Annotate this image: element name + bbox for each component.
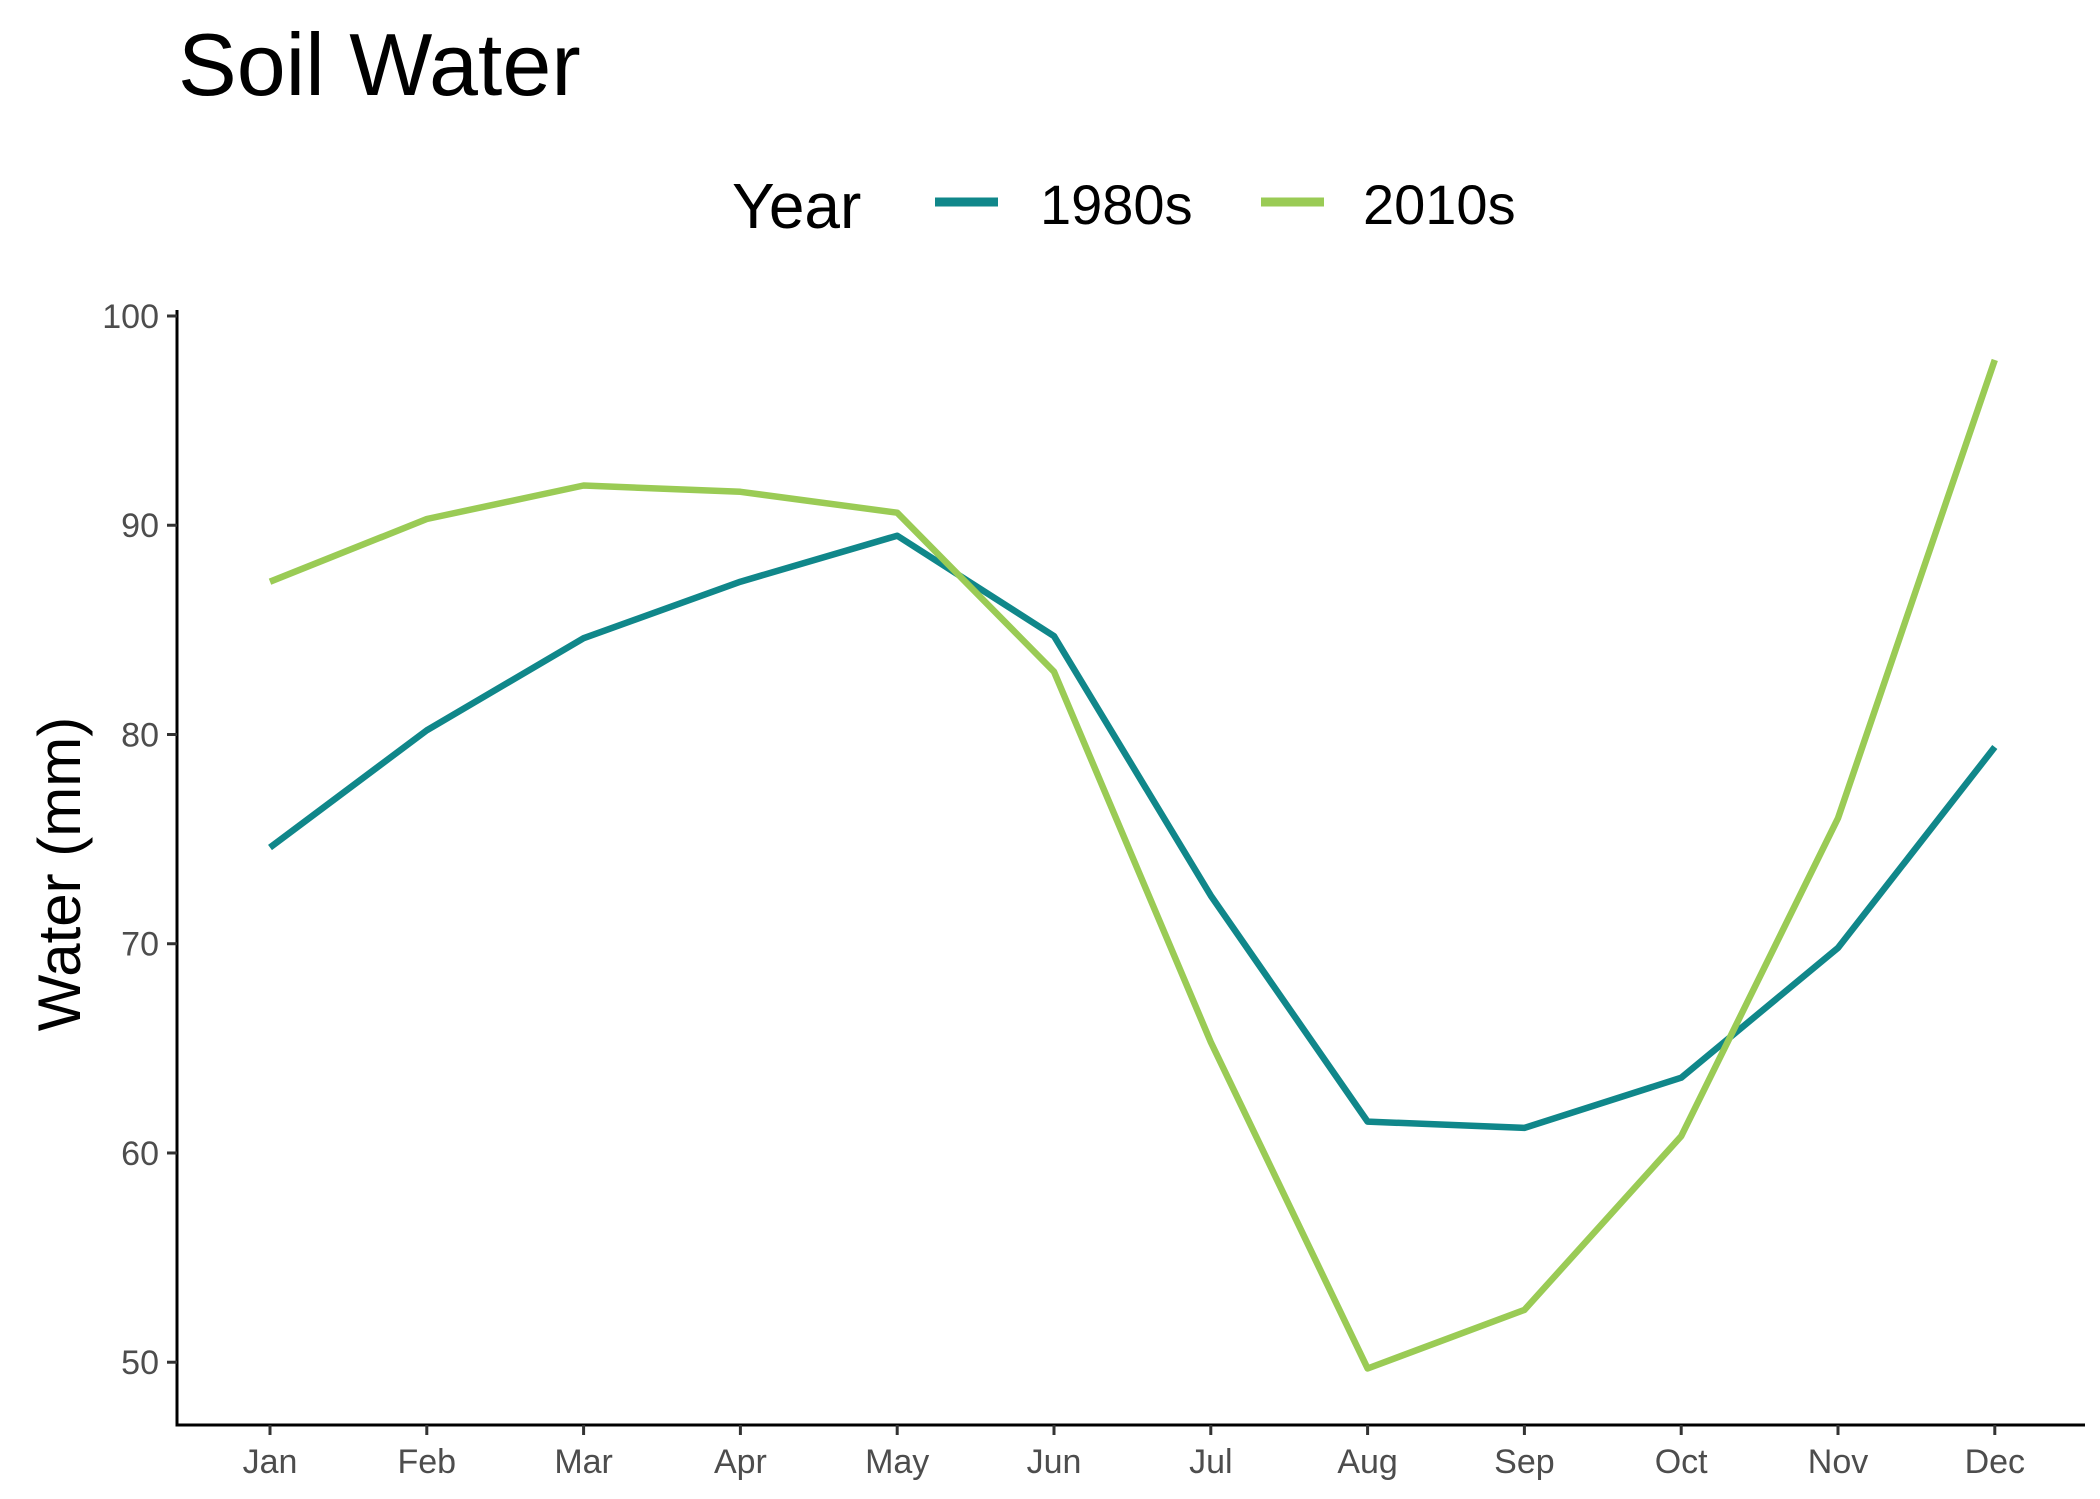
x-tick-label: Apr xyxy=(714,1443,767,1481)
x-tick-label: Jul xyxy=(1189,1443,1232,1481)
y-tick-label: 90 xyxy=(121,507,159,545)
series-line-2010s xyxy=(268,358,1998,1372)
x-tick-label: Oct xyxy=(1655,1443,1708,1481)
x-tick-label: Feb xyxy=(398,1443,457,1481)
x-tick-label: Aug xyxy=(1337,1443,1398,1481)
x-tick-label: May xyxy=(865,1443,929,1481)
y-axis-label: Water (mm) xyxy=(26,717,93,1031)
x-tick-label: Jan xyxy=(243,1443,298,1481)
x-axis-ticks: Jan Feb Mar Apr May Jun Jul Aug Sep Oct Nov Dec xyxy=(243,1425,2025,1481)
y-tick-label: 100 xyxy=(102,298,159,336)
y-tick-label: 60 xyxy=(121,1135,159,1173)
x-tick-label: Sep xyxy=(1494,1443,1555,1481)
x-tick-label: Nov xyxy=(1808,1443,1868,1481)
series-line-1980s xyxy=(268,532,1998,1132)
y-tick-label: 80 xyxy=(121,716,159,754)
x-tick-label: Dec xyxy=(1965,1443,2025,1481)
legend-label-1980s: 1980s xyxy=(1040,173,1193,236)
chart-title: Soil Water xyxy=(178,15,581,114)
x-tick-label: Mar xyxy=(554,1443,613,1481)
x-tick-label: Jun xyxy=(1027,1443,1082,1481)
y-tick-label: 70 xyxy=(121,926,159,964)
legend-items: 1980s 2010s xyxy=(935,173,1516,236)
series-layer xyxy=(268,358,1998,1372)
legend: Year 1980s 2010s xyxy=(732,170,1516,242)
y-tick-label: 50 xyxy=(121,1344,159,1382)
plot-area: 50 60 70 80 90 100 Jan Feb Mar Apr May Jun Jul Aug Se… xyxy=(102,298,2085,1481)
y-axis-ticks: 50 60 70 80 90 100 xyxy=(102,298,177,1382)
legend-label-2010s: 2010s xyxy=(1363,173,1516,236)
legend-title: Year xyxy=(732,170,861,242)
